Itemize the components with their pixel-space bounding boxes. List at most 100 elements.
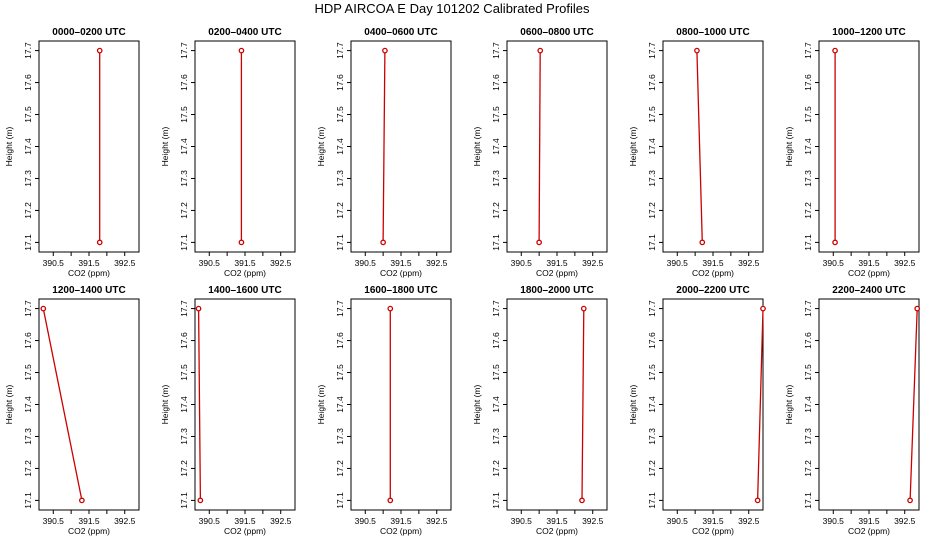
plot-frame (662, 298, 764, 511)
x-tick-label: 391.5 (858, 516, 880, 526)
y-tick-label: 17.5 (23, 364, 33, 381)
y-axis-label: Height (m) (4, 127, 14, 167)
panel-title: 2200–2400 UTC (832, 285, 905, 296)
data-point (40, 305, 47, 312)
x-tick-label: 392.5 (738, 516, 760, 526)
y-tick-label: 17.3 (335, 428, 345, 445)
panel-title: 1400–1600 UTC (208, 285, 281, 296)
y-axis-label: Height (m) (472, 385, 482, 425)
y-axis-label: Height (m) (160, 385, 170, 425)
y-tick-label: 17.3 (23, 170, 33, 187)
x-tick-label: 392.5 (426, 516, 448, 526)
y-tick-label: 17.1 (491, 492, 501, 509)
data-point (580, 305, 587, 312)
y-tick-label: 17.7 (491, 42, 501, 59)
plot-frame (38, 40, 140, 253)
y-tick-label: 17.2 (647, 460, 657, 477)
x-axis-label: CO2 (ppm) (224, 268, 266, 278)
x-axis-label: CO2 (ppm) (848, 268, 890, 278)
y-axis-label: Height (m) (4, 385, 14, 425)
x-tick-label: 391.5 (390, 516, 412, 526)
y-tick-label: 17.6 (335, 74, 345, 91)
x-tick-label: 390.5 (43, 516, 65, 526)
y-tick-label: 17.3 (491, 170, 501, 187)
y-tick-label: 17.6 (335, 332, 345, 349)
y-tick-label: 17.1 (179, 492, 189, 509)
y-tick-label: 17.7 (23, 300, 33, 317)
data-point (96, 47, 103, 54)
panel-title: 1200–1400 UTC (52, 285, 125, 296)
y-tick-label: 17.1 (23, 492, 33, 509)
profile-panel: 2000–2200 UTC 390.5 391.5 392.5 17.1 17.2 17.3… (628, 285, 766, 536)
data-point (579, 497, 585, 504)
profile-line (382, 50, 386, 243)
profile-panel: 0800–1000 UTC 390.5 391.5 392.5 17.1 17.2 17.3… (628, 27, 764, 278)
x-tick-label: 391.5 (858, 258, 880, 268)
y-tick-label: 17.4 (179, 138, 189, 155)
y-tick-label: 17.3 (647, 170, 657, 187)
x-tick-label: 392.5 (270, 258, 292, 268)
y-tick-label: 17.5 (647, 106, 657, 123)
data-point (699, 239, 706, 246)
profile-line (581, 308, 585, 501)
profile-panel: 1400–1600 UTC 390.5 391.5 392.5 17.1 17.2 17.3… (160, 285, 296, 536)
plot-frame (506, 40, 608, 253)
y-tick-label: 17.2 (335, 202, 345, 219)
y-tick-label: 17.7 (23, 42, 33, 59)
y-tick-label: 17.5 (179, 106, 189, 123)
y-tick-label: 17.2 (179, 460, 189, 477)
y-tick-label: 17.7 (335, 300, 345, 317)
y-tick-label: 17.3 (647, 428, 657, 445)
panel-title: 2000–2200 UTC (676, 285, 749, 296)
x-tick-label: 390.5 (667, 516, 689, 526)
x-tick-label: 390.5 (823, 516, 845, 526)
profile-panel: 0600–0800 UTC 390.5 391.5 392.5 17.1 17.2 17.3… (472, 27, 608, 278)
panel-title: 1800–2000 UTC (520, 285, 593, 296)
data-point (238, 239, 245, 246)
y-tick-label: 17.2 (179, 202, 189, 219)
data-point (832, 47, 838, 54)
y-tick-label: 17.2 (23, 460, 33, 477)
panel-title: 0000–0200 UTC (52, 27, 125, 38)
x-tick-label: 391.5 (78, 258, 100, 268)
y-tick-label: 17.3 (179, 428, 189, 445)
profile-panel: 0400–0600 UTC 390.5 391.5 392.5 17.1 17.2 17.3… (316, 27, 452, 278)
y-tick-label: 17.5 (647, 364, 657, 381)
y-tick-label: 17.1 (335, 492, 345, 509)
data-point (79, 497, 85, 504)
data-point (537, 47, 544, 54)
x-tick-label: 392.5 (582, 516, 604, 526)
y-tick-label: 17.5 (179, 364, 189, 381)
panel-title: 0600–0800 UTC (520, 27, 593, 38)
profile-panel: 1000–1200 UTC 390.5 391.5 392.5 17.1 17.2 17.3… (784, 27, 920, 278)
y-tick-label: 17.2 (491, 202, 501, 219)
profile-panel: 0200–0400 UTC 390.5 391.5 392.5 17.1 17.2 17.3… (160, 27, 296, 278)
plot-frame (818, 40, 920, 253)
y-tick-label: 17.5 (803, 364, 813, 381)
y-tick-label: 17.4 (647, 138, 657, 155)
x-tick-label: 390.5 (355, 516, 377, 526)
plot-frame (350, 40, 452, 253)
y-tick-label: 17.5 (803, 106, 813, 123)
y-tick-label: 17.3 (803, 428, 813, 445)
y-tick-label: 17.1 (647, 234, 657, 251)
data-point (195, 305, 202, 312)
y-tick-label: 17.5 (335, 364, 345, 381)
y-tick-label: 17.4 (335, 396, 345, 413)
x-tick-label: 392.5 (114, 516, 136, 526)
x-axis-label: CO2 (ppm) (848, 526, 890, 536)
y-tick-label: 17.6 (803, 74, 813, 91)
x-axis-label: CO2 (ppm) (224, 526, 266, 536)
y-tick-label: 17.7 (803, 42, 813, 59)
y-tick-label: 17.6 (647, 332, 657, 349)
y-tick-label: 17.3 (179, 170, 189, 187)
data-point (536, 239, 542, 246)
profile-line (756, 308, 764, 501)
x-tick-label: 390.5 (823, 258, 845, 268)
y-tick-label: 17.5 (23, 106, 33, 123)
y-tick-label: 17.2 (23, 202, 33, 219)
y-axis-label: Height (m) (784, 385, 794, 425)
y-tick-label: 17.2 (335, 460, 345, 477)
y-tick-label: 17.2 (803, 460, 813, 477)
